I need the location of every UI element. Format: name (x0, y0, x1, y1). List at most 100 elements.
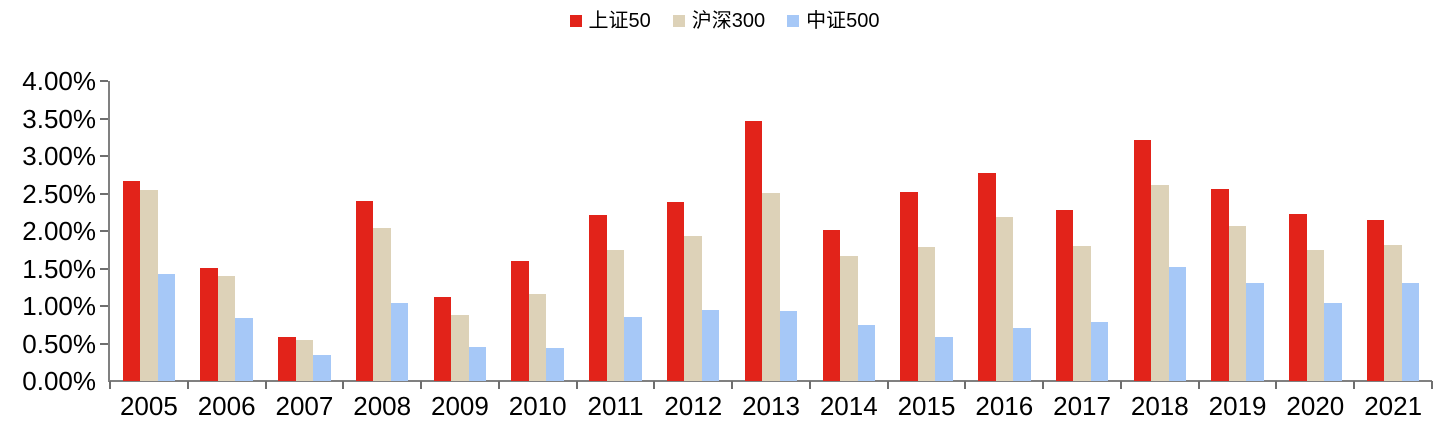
x-tick (342, 381, 345, 389)
bar-hs300-2006 (217, 276, 236, 381)
x-axis-tick-label: 2006 (197, 391, 256, 421)
bar-hs300-2007 (295, 340, 314, 381)
x-tick (886, 381, 889, 389)
bar-zz500-2020 (1324, 303, 1342, 381)
bar-zz500-2007 (313, 355, 331, 381)
legend-swatch-sz50 (569, 15, 582, 27)
x-axis-tick-label: 2020 (1286, 391, 1345, 421)
bar-sz50-2006 (200, 268, 218, 381)
x-tick (109, 381, 111, 389)
y-tick (100, 230, 108, 232)
x-tick (1197, 381, 1200, 389)
bar-hs300-2020 (1306, 250, 1325, 381)
legend-item-zz500: 中证500 (787, 8, 880, 34)
legend: 上证50 沪深300 中证500 (0, 8, 1449, 34)
bar-hs300-2018 (1151, 185, 1169, 381)
y-tick (100, 80, 108, 82)
bar-zz500-2014 (857, 325, 875, 381)
x-tick (186, 381, 189, 389)
bar-hs300-2011 (606, 250, 625, 381)
bar-hs300-2009 (451, 315, 469, 381)
x-axis-tick-label: 2017 (1053, 391, 1111, 421)
bar-sz50-2014 (822, 230, 840, 381)
x-tick (808, 381, 811, 389)
x-axis-tick-label: 2012 (664, 391, 723, 421)
y-axis-tick-label: 0.50% (22, 328, 96, 359)
y-axis-tick-label: 1.00% (22, 291, 96, 321)
x-tick (731, 381, 734, 389)
legend-item-hs300: 沪深300 (672, 8, 765, 34)
x-axis-tick-label: 2019 (1208, 391, 1267, 421)
bar-zz500-2006 (235, 318, 253, 381)
legend-label-sz50: 上证50 (588, 10, 651, 32)
bar-zz500-2013 (779, 311, 798, 381)
x-tick (264, 381, 267, 389)
legend-label-zz500: 中证500 (806, 10, 880, 32)
bar-zz500-2018 (1168, 267, 1187, 381)
x-axis-tick-label: 2011 (587, 391, 644, 421)
bar-zz500-2011 (624, 317, 642, 381)
x-axis-tick-label: 2015 (897, 391, 956, 421)
bar-sz50-2010 (511, 261, 529, 381)
x-axis-tick-label: 2008 (353, 391, 412, 421)
bar-hs300-2008 (373, 228, 391, 381)
x-tick (497, 381, 500, 389)
bar-sz50-2018 (1133, 140, 1152, 381)
bar-sz50-2017 (1055, 210, 1074, 381)
x-tick (420, 381, 423, 389)
x-axis-line (108, 380, 1432, 382)
x-tick (1042, 381, 1045, 389)
bar-sz50-2008 (355, 201, 374, 381)
bar-zz500-2019 (1246, 283, 1264, 381)
bar-sz50-2020 (1289, 214, 1307, 381)
x-tick (575, 381, 578, 389)
y-tick (100, 117, 108, 120)
y-axis-tick-label: 2.00% (22, 216, 96, 246)
bar-sz50-2013 (744, 121, 763, 381)
bar-sz50-2009 (433, 297, 452, 381)
bar-hs300-2019 (1228, 226, 1247, 381)
x-tick (653, 381, 656, 389)
x-axis-tick-label: 2005 (119, 391, 178, 421)
bar-zz500-2012 (701, 310, 720, 381)
legend-item-sz50: 上证50 (569, 8, 651, 34)
y-axis-tick-label: 1.50% (22, 253, 96, 284)
bar-hs300-2016 (995, 217, 1014, 381)
y-tick (100, 305, 108, 307)
bar-zz500-2009 (468, 347, 487, 381)
bar-sz50-2015 (900, 192, 918, 381)
y-axis-tick-label: 2.50% (22, 178, 96, 209)
bar-hs300-2015 (917, 247, 936, 381)
bar-hs300-2021 (1384, 245, 1402, 381)
x-tick (964, 381, 967, 389)
bar-hs300-2013 (762, 193, 780, 381)
bar-zz500-2017 (1090, 322, 1109, 381)
y-axis-tick-label: 3.00% (22, 141, 96, 171)
y-tick (100, 192, 108, 195)
x-tick (1353, 381, 1356, 389)
y-tick (100, 342, 108, 345)
y-axis-line (108, 81, 110, 381)
bar-zz500-2010 (546, 348, 564, 381)
bar-hs300-2017 (1073, 246, 1091, 381)
bar-sz50-2021 (1366, 220, 1385, 381)
bar-zz500-2008 (390, 303, 409, 381)
bar-hs300-2005 (140, 190, 158, 381)
bar-sz50-2007 (278, 337, 296, 381)
x-tick (1431, 381, 1433, 389)
bar-zz500-2021 (1401, 283, 1420, 381)
legend-swatch-hs300 (672, 15, 685, 27)
bar-hs300-2014 (840, 256, 858, 381)
bar-sz50-2005 (122, 181, 141, 381)
y-axis-tick-label: 4.00% (22, 66, 96, 96)
x-axis-tick-label: 2013 (742, 391, 800, 421)
bar-sz50-2011 (589, 215, 607, 381)
x-axis-tick-label: 2014 (819, 391, 878, 421)
y-tick (100, 155, 108, 157)
x-axis-tick-label: 2021 (1364, 391, 1423, 421)
x-tick (1119, 381, 1122, 389)
y-axis-tick-label: 3.50% (22, 103, 96, 134)
x-axis-tick-label: 2016 (975, 391, 1034, 421)
